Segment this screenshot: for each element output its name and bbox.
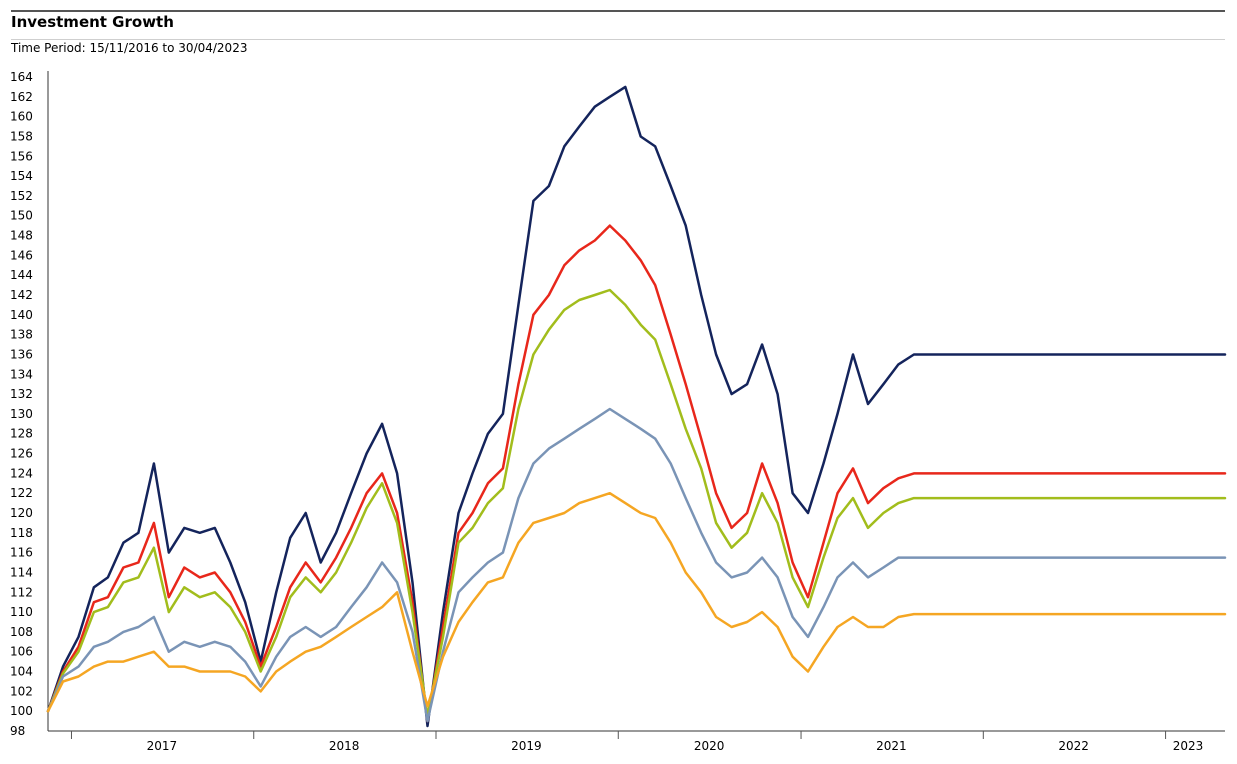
chart-title: Investment Growth — [11, 13, 174, 31]
y-tick-label: 104 — [10, 665, 33, 679]
series-line-1 — [46, 85, 1227, 728]
y-tick-label: 106 — [10, 645, 33, 659]
y-tick-label: 160 — [10, 110, 33, 124]
y-tick-label: 124 — [10, 466, 33, 480]
x-tick-label: 2017 — [147, 739, 178, 753]
title-rule — [11, 10, 1225, 12]
y-tick-label: 140 — [10, 308, 33, 322]
x-tick-label: 2018 — [329, 739, 360, 753]
y-tick-label: 114 — [10, 565, 33, 579]
x-tick-label: 2022 — [1058, 739, 1089, 753]
y-tick-label: 164 — [10, 70, 33, 84]
y-tick-label: 102 — [10, 684, 33, 698]
chart-subtitle: Time Period: 15/11/2016 to 30/04/2023 — [11, 41, 248, 55]
y-tick-label: 154 — [10, 169, 33, 183]
y-tick-label: 136 — [10, 347, 33, 361]
series-line-2 — [46, 224, 1227, 723]
x-axis: 2017 2018 2019 2020 2021 2022 2023 — [48, 730, 1225, 753]
y-tick-label: 126 — [10, 447, 33, 461]
y-tick-label: 162 — [10, 90, 33, 104]
y-tick-label: 142 — [10, 288, 33, 302]
y-tick-label: 152 — [10, 189, 33, 203]
y-tick-label: 156 — [10, 149, 33, 163]
y-tick-label: 120 — [10, 506, 33, 520]
y-tick-label: 112 — [10, 585, 33, 599]
x-tick-label: 2021 — [876, 739, 907, 753]
y-tick-label: 122 — [10, 486, 33, 500]
series-line-3 — [46, 288, 1227, 718]
x-tick-label: 2020 — [694, 739, 725, 753]
y-tick-label: 134 — [10, 367, 33, 381]
series-line-4 — [46, 407, 1227, 723]
y-tick-label: 138 — [10, 328, 33, 342]
subtitle-rule — [11, 39, 1225, 40]
y-tick-label: 130 — [10, 407, 33, 421]
y-tick-label: 108 — [10, 625, 33, 639]
y-tick-label: 144 — [10, 268, 33, 282]
y-axis: 98 100 102 104 106 108 110 112 114 116 118 120 122 12… — [10, 70, 49, 738]
y-tick-label: 118 — [10, 526, 33, 540]
y-tick-label: 148 — [10, 229, 33, 243]
y-tick-label: 132 — [10, 387, 33, 401]
y-tick-label: 158 — [10, 129, 33, 143]
y-tick-label: 116 — [10, 546, 33, 560]
y-tick-label: 150 — [10, 209, 33, 223]
y-tick-label: 100 — [10, 704, 33, 718]
x-tick-label: 2019 — [511, 739, 542, 753]
y-tick-label: 128 — [10, 427, 33, 441]
y-tick-label: 98 — [10, 724, 25, 738]
y-tick-label: 110 — [10, 605, 33, 619]
y-tick-label: 146 — [10, 248, 33, 262]
series-group — [46, 85, 1227, 728]
series-line-5 — [46, 491, 1227, 713]
x-tick-label: 2023 — [1173, 739, 1204, 753]
